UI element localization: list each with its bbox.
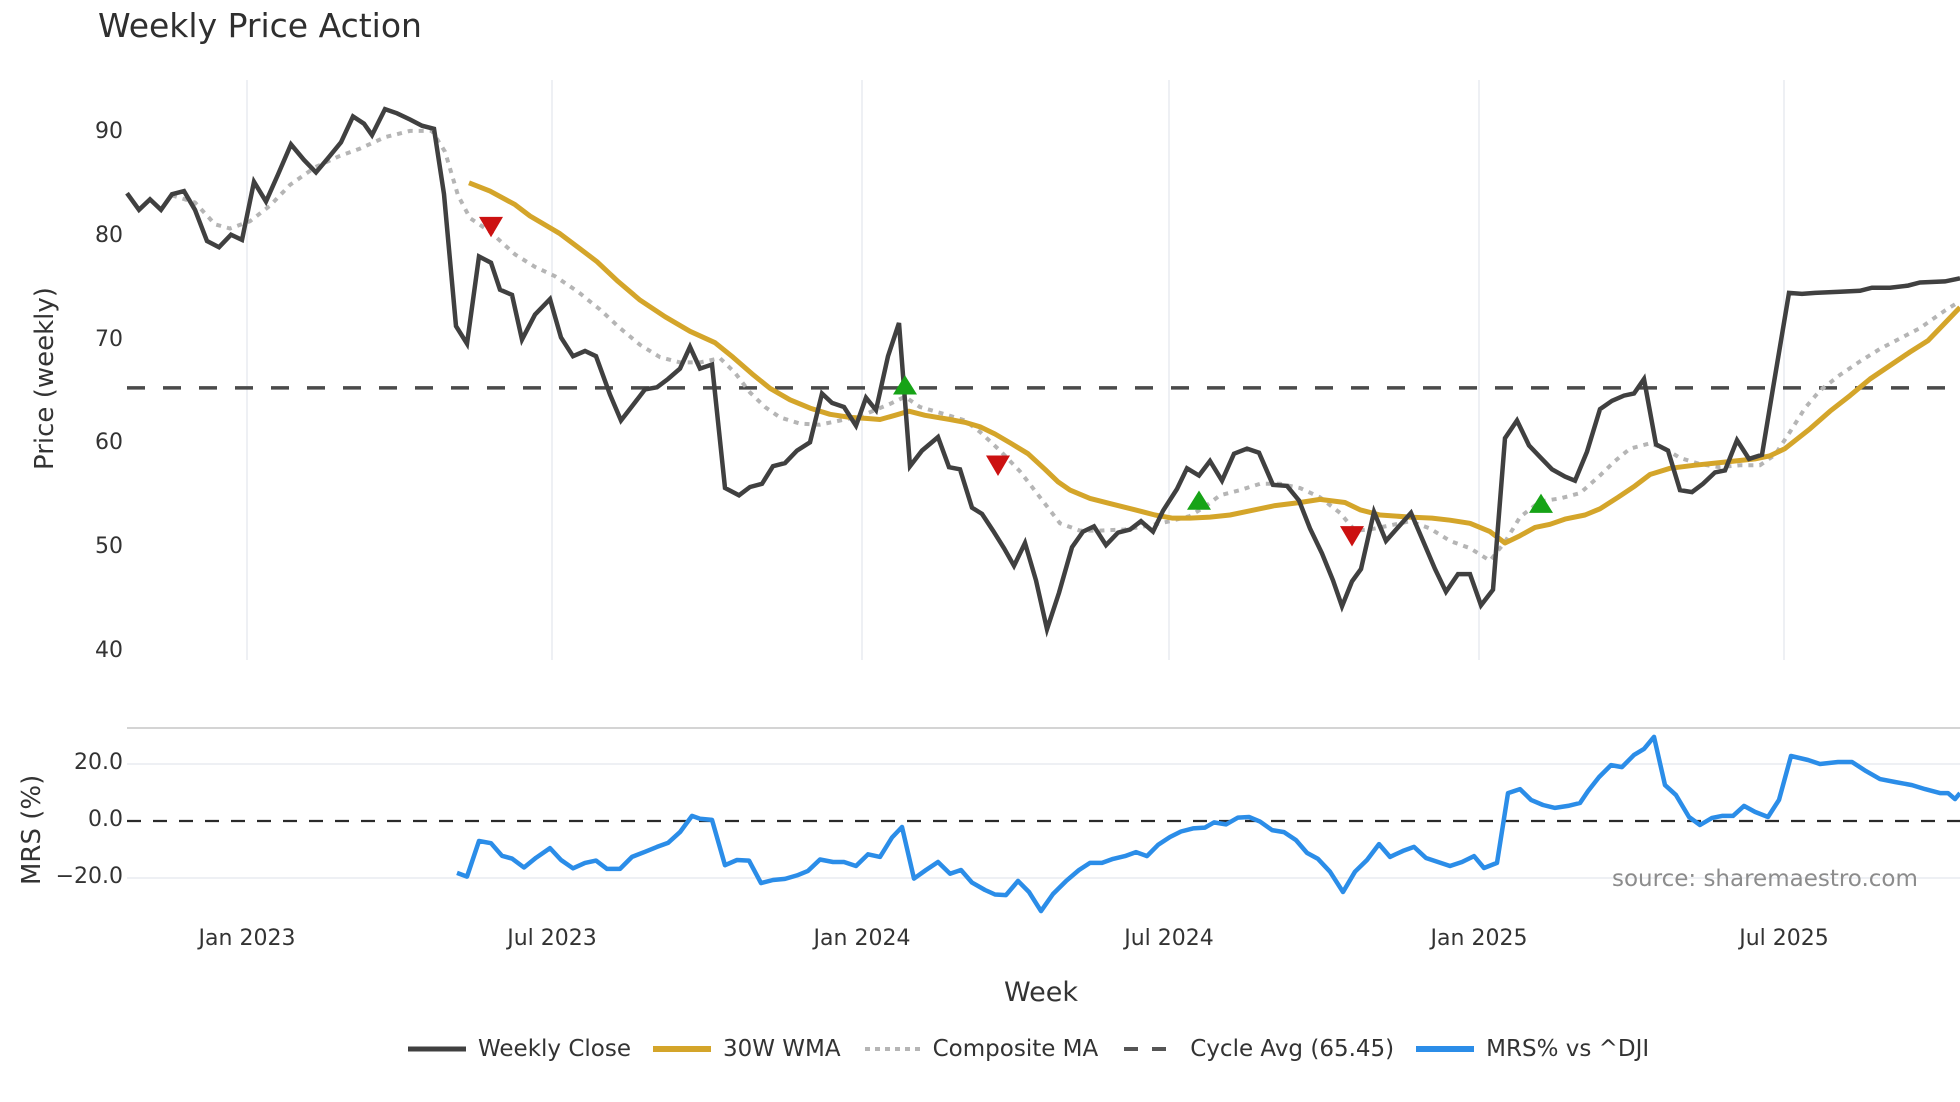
- dashed-line-swatch-icon: [1120, 1040, 1179, 1058]
- solid-line-swatch-icon: [1416, 1040, 1475, 1058]
- gridlines: [127, 80, 1960, 879]
- buy-signal-triangle-icon: [1529, 493, 1553, 513]
- solid-line-swatch-icon: [408, 1040, 466, 1058]
- buy-signal-triangle-icon: [1187, 490, 1211, 510]
- legend-item-composite-ma[interactable]: Composite MA: [863, 1036, 1099, 1062]
- legend-item-weekly-close[interactable]: Weekly Close: [408, 1036, 631, 1062]
- wma-30w-line: [468, 180, 1960, 546]
- x-tick-jul-2025: Jul 2025: [1739, 926, 1829, 951]
- legend-label: Weekly Close: [478, 1036, 631, 1062]
- x-tick-jan-2023: Jan 2023: [198, 926, 296, 951]
- sell-signal-triangle-icon: [479, 216, 503, 238]
- dotted-line-swatch-icon: [863, 1040, 921, 1058]
- legend-label: Composite MA: [932, 1036, 1099, 1062]
- price-tick-60: 60: [95, 430, 123, 455]
- price-tick-80: 80: [95, 223, 123, 248]
- price-tick-40: 40: [95, 638, 123, 663]
- x-tick-jul-2024: Jul 2024: [1124, 926, 1214, 951]
- legend: Weekly Close 30W WMA Composite MA Cycle …: [408, 1036, 1671, 1062]
- weekly-close-line: [125, 106, 1960, 638]
- composite-ma-line: [171, 128, 1960, 564]
- price-tick-90: 90: [95, 119, 123, 144]
- legend-label: 30W WMA: [722, 1036, 841, 1062]
- sell-signal-triangle-icon: [986, 455, 1010, 476]
- x-axis-label: Week: [1004, 977, 1078, 1008]
- x-tick-jan-2025: Jan 2025: [1430, 926, 1528, 951]
- legend-item-cycle-avg[interactable]: Cycle Avg (65.45): [1120, 1036, 1394, 1062]
- mrs-tick-minus20: −20.0: [55, 864, 123, 889]
- signal-markers: [479, 216, 1553, 547]
- mrs-tick-0: 0.0: [88, 807, 123, 832]
- solid-line-swatch-icon: [652, 1040, 711, 1058]
- buy-signal-triangle-icon: [893, 375, 917, 395]
- legend-label: MRS% vs ^DJI: [1486, 1036, 1650, 1062]
- legend-label: Cycle Avg (65.45): [1190, 1036, 1395, 1062]
- x-tick-jul-2023: Jul 2023: [507, 926, 597, 951]
- price-tick-50: 50: [95, 534, 123, 559]
- legend-item-wma[interactable]: 30W WMA: [652, 1036, 841, 1062]
- price-tick-70: 70: [95, 327, 123, 352]
- chart-title: Weekly Price Action: [98, 6, 422, 45]
- mrs-tick-20: 20.0: [74, 750, 123, 775]
- mrs-line: [456, 734, 1960, 914]
- source-note: source: sharemaestro.com: [1612, 866, 1918, 892]
- legend-item-mrs[interactable]: MRS% vs ^DJI: [1416, 1036, 1649, 1062]
- sell-signal-triangle-icon: [1340, 526, 1364, 547]
- x-tick-jan-2024: Jan 2024: [813, 926, 911, 951]
